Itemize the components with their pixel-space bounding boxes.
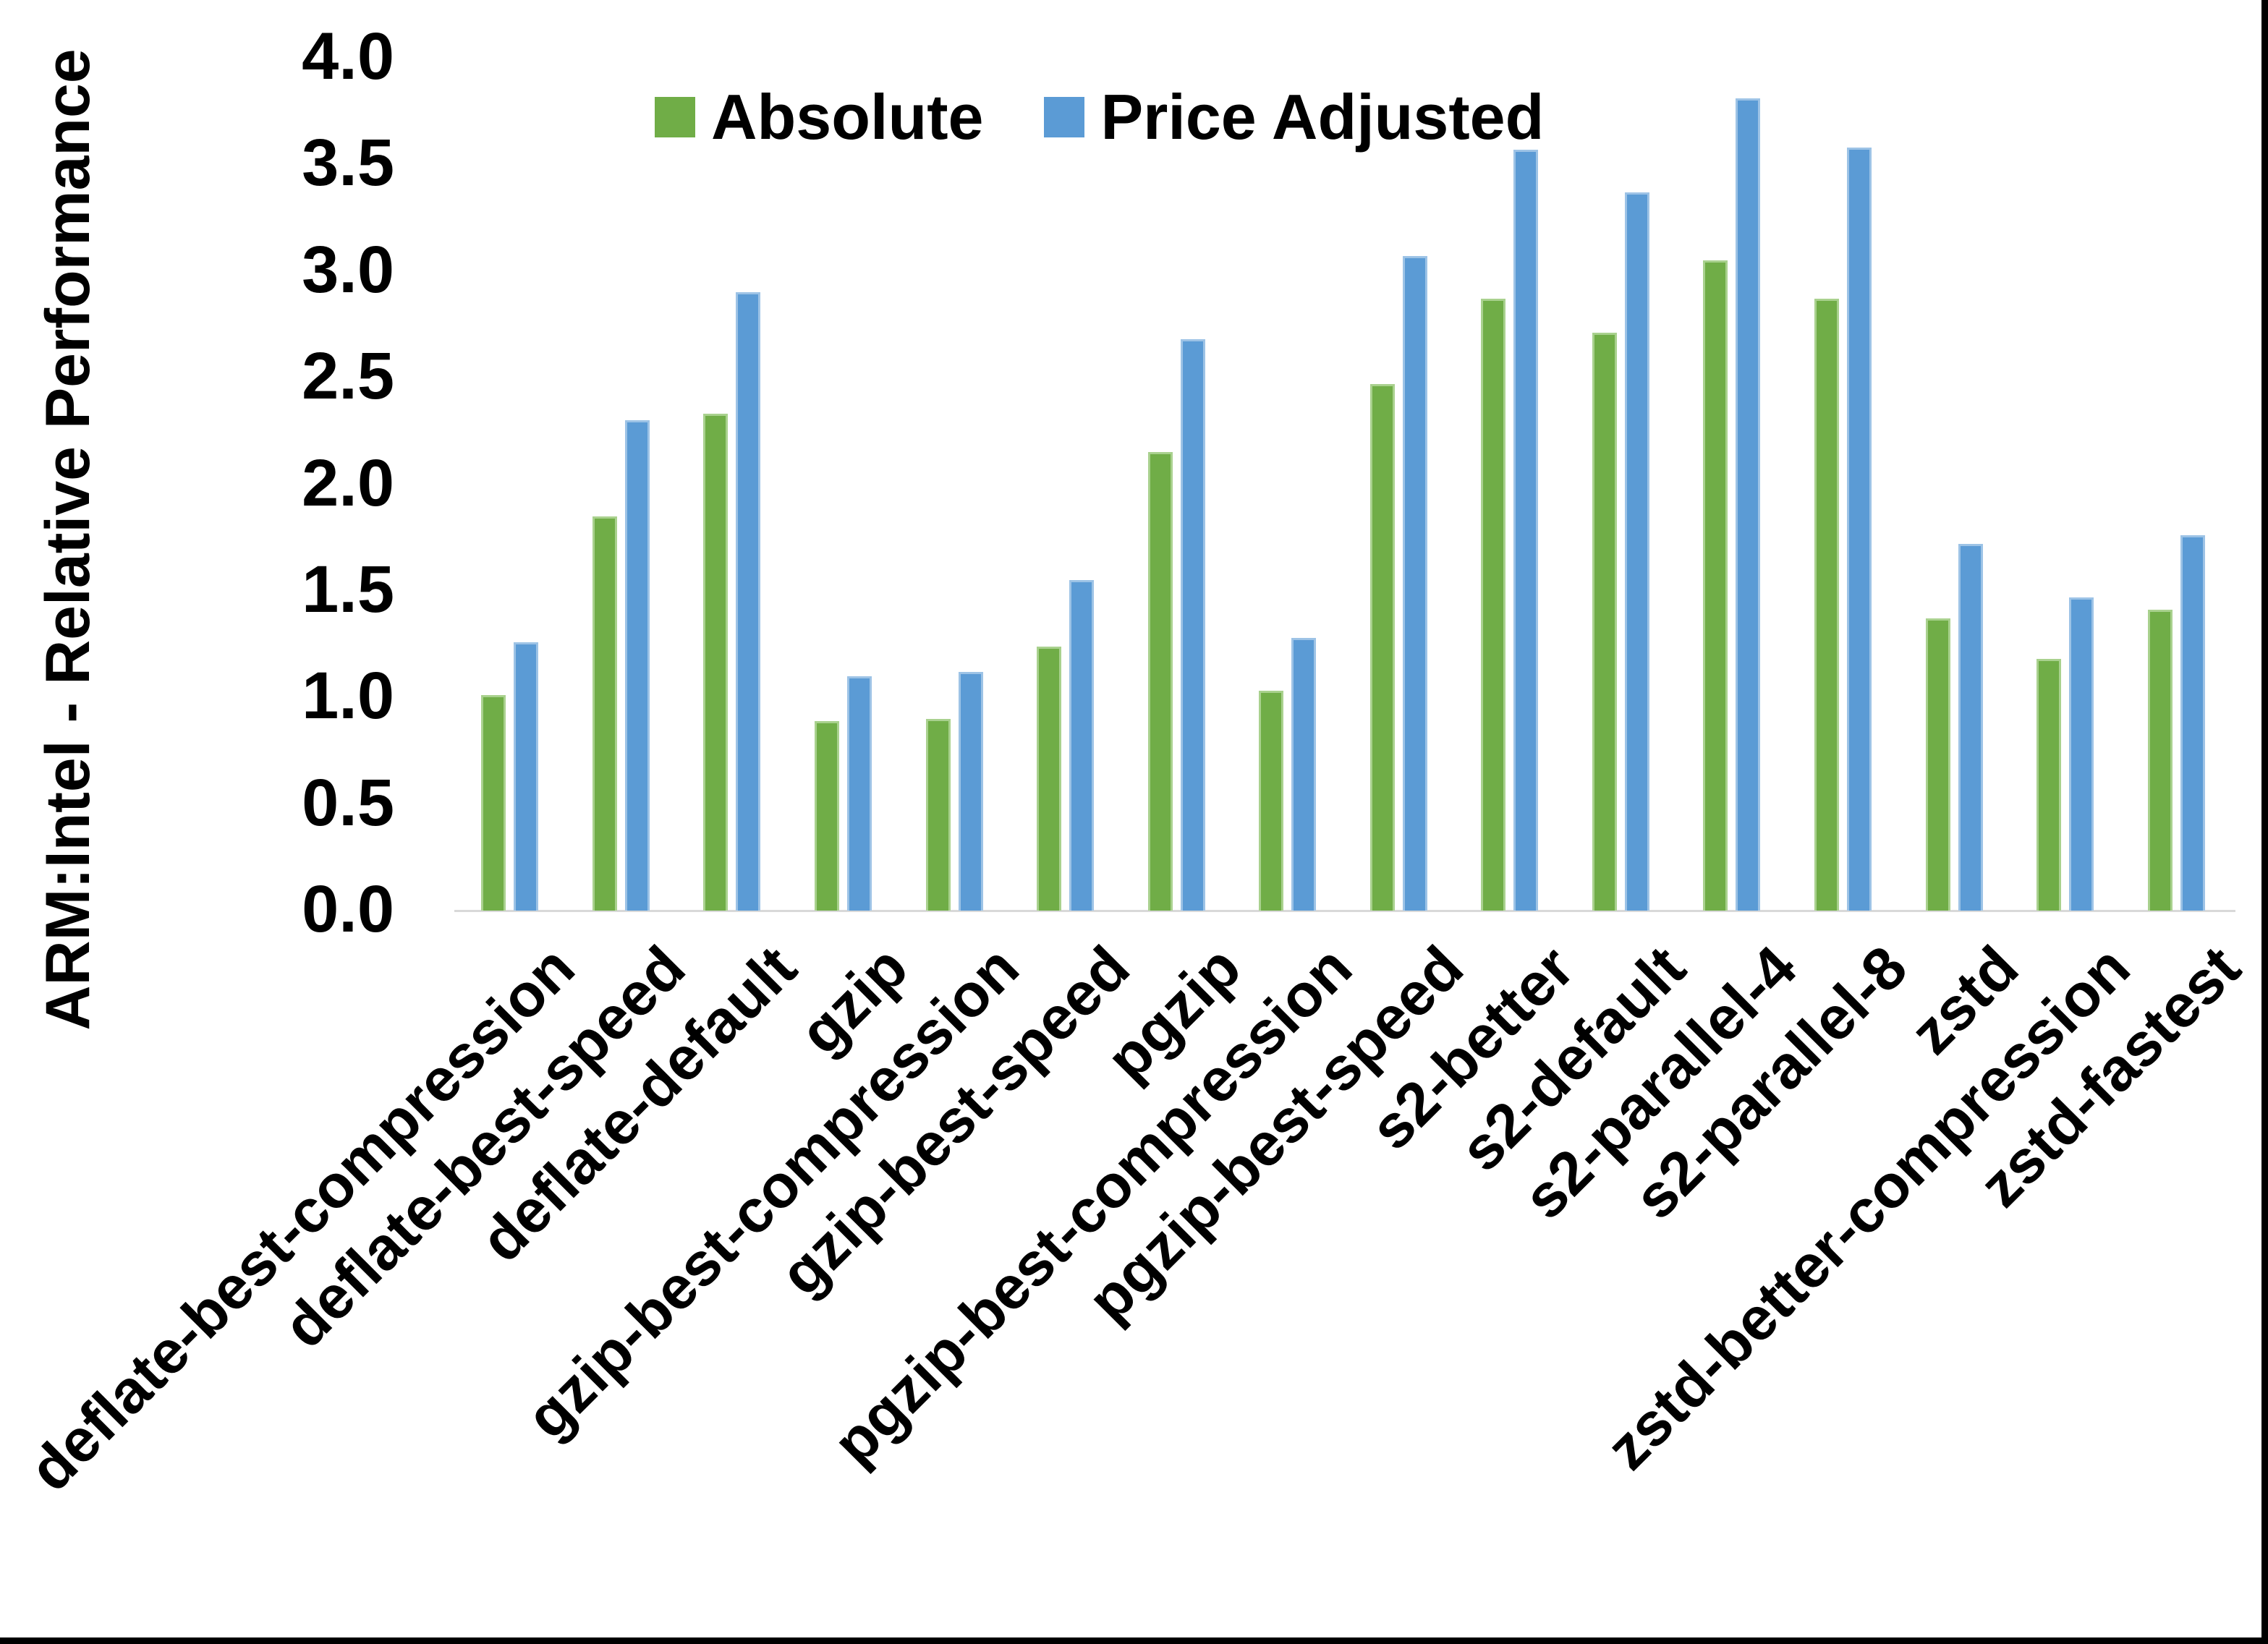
- bar-absolute-gzip-best-speed: [1037, 646, 1062, 911]
- bar-price-adjusted-s2-parallel-4: [1736, 98, 1761, 911]
- y-tick-label: 1.0: [302, 659, 394, 733]
- bar-price-adjusted-deflate-best-speed: [624, 420, 650, 911]
- legend-item-absolute: Absolute: [655, 85, 983, 149]
- bar-absolute-deflate-best-compression: [481, 695, 506, 911]
- legend-item-price-adjusted: Price Adjusted: [1044, 85, 1544, 149]
- bar-price-adjusted-gzip: [846, 676, 872, 911]
- y-tick-label: 0.5: [302, 765, 394, 840]
- plot-area: [454, 58, 2232, 911]
- legend: Absolute Price Adjusted: [655, 85, 1544, 149]
- bar-price-adjusted-zstd: [1958, 544, 1983, 911]
- y-tick-label: 2.5: [302, 339, 394, 414]
- x-axis-line: [454, 910, 2235, 912]
- bar-absolute-deflate-default: [703, 414, 729, 911]
- legend-swatch-icon: [655, 97, 695, 137]
- bar-absolute-zstd-fastest: [2147, 610, 2173, 911]
- bar-absolute-zstd: [1925, 618, 1950, 911]
- bar-price-adjusted-pgzip: [1180, 339, 1205, 911]
- bar-price-adjusted-gzip-best-compression: [958, 671, 983, 911]
- legend-label: Price Adjusted: [1100, 81, 1545, 153]
- legend-swatch-icon: [1044, 97, 1085, 137]
- bar-absolute-s2-better: [1481, 299, 1506, 911]
- bar-absolute-s2-parallel-8: [1814, 299, 1840, 911]
- legend-label: Absolute: [711, 81, 984, 153]
- bar-absolute-pgzip-best-compression: [1259, 691, 1284, 911]
- bar-absolute-deflate-best-speed: [592, 516, 617, 911]
- bar-absolute-s2-parallel-4: [1703, 260, 1728, 911]
- right-frame-edge: [2261, 0, 2268, 1644]
- bar-price-adjusted-pgzip-best-compression: [1291, 637, 1317, 911]
- bottom-frame-edge: [0, 1637, 2268, 1644]
- bar-price-adjusted-pgzip-best-speed: [1402, 256, 1427, 911]
- bar-absolute-zstd-better-compression: [2036, 659, 2062, 911]
- bar-price-adjusted-gzip-best-speed: [1069, 580, 1095, 911]
- bar-price-adjusted-zstd-fastest: [2180, 535, 2205, 911]
- bar-price-adjusted-s2-default: [1624, 192, 1649, 911]
- bar-absolute-pgzip: [1147, 452, 1173, 911]
- bar-price-adjusted-deflate-default: [736, 292, 761, 911]
- y-tick-label: 1.5: [302, 553, 394, 627]
- bar-price-adjusted-zstd-better-compression: [2069, 597, 2094, 911]
- y-tick-label: 3.0: [302, 232, 394, 307]
- y-tick-label: 2.0: [302, 446, 394, 520]
- bar-absolute-gzip-best-compression: [925, 718, 951, 911]
- bar-price-adjusted-s2-parallel-8: [1847, 147, 1872, 911]
- bar-absolute-pgzip-best-speed: [1369, 383, 1395, 911]
- bar-price-adjusted-deflate-best-compression: [514, 642, 539, 911]
- y-tick-label: 4.0: [302, 20, 394, 94]
- y-tick-label: 0.0: [302, 872, 394, 947]
- bar-absolute-s2-default: [1592, 333, 1617, 911]
- y-axis-title: ARM:Intel - Relative Performance: [33, 48, 103, 1031]
- y-tick-label: 3.5: [302, 126, 394, 200]
- bar-absolute-gzip: [814, 720, 839, 911]
- bar-price-adjusted-s2-better: [1513, 149, 1539, 911]
